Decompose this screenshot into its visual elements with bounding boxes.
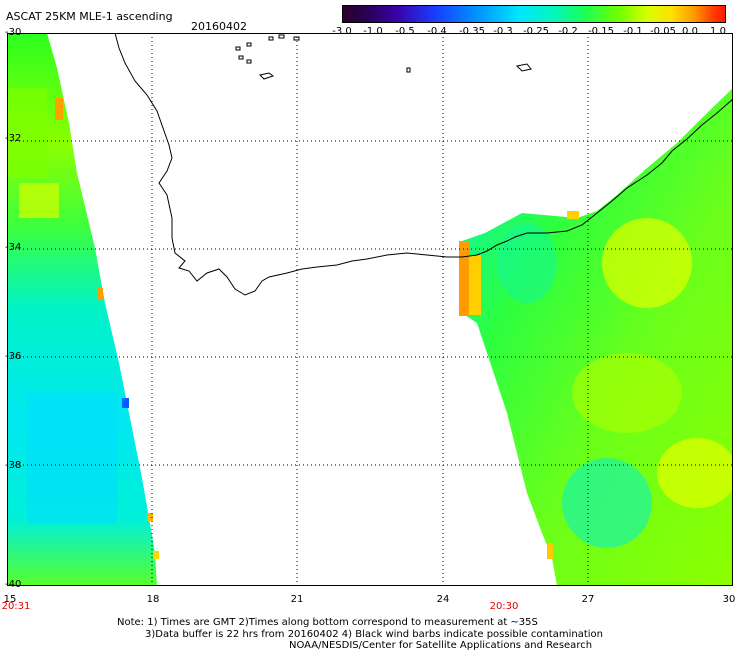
colorbar-tick: -0.2 bbox=[558, 26, 578, 37]
colorbar-tick: -0.1 bbox=[623, 26, 643, 37]
lon-label: 27 bbox=[581, 594, 595, 605]
lat-label: -38 bbox=[5, 460, 22, 471]
colorbar-tick: -0.25 bbox=[523, 26, 549, 37]
lat-label: -36 bbox=[5, 351, 22, 362]
map-title: ASCAT 25KM MLE-1 ascending bbox=[6, 10, 173, 23]
colorbar-tick: -3.0 bbox=[332, 26, 352, 37]
left-swath-patch bbox=[97, 288, 103, 300]
right-swath-patch bbox=[459, 241, 469, 316]
colorbar-tick: -1.0 bbox=[363, 26, 383, 37]
color-scale-bar bbox=[342, 5, 726, 23]
right-swath-patch bbox=[497, 223, 557, 303]
credit-line: NOAA/NESDIS/Center for Satellite Applica… bbox=[289, 640, 593, 651]
wind-map bbox=[7, 33, 733, 586]
lon-label: 21 bbox=[290, 594, 304, 605]
colorbar-tick: -0.05 bbox=[650, 26, 676, 37]
map-date: 20160402 bbox=[191, 20, 247, 33]
coastline bbox=[114, 33, 733, 296]
right-swath-patch bbox=[469, 255, 481, 315]
colorbar-tick: -0.35 bbox=[459, 26, 485, 37]
lat-label: -32 bbox=[5, 133, 22, 144]
right-swath-patch bbox=[567, 211, 579, 219]
lat-label: -40 bbox=[5, 579, 22, 590]
colorbar-tick: -0.3 bbox=[493, 26, 513, 37]
colorbar-tick: -0.4 bbox=[427, 26, 447, 37]
colorbar-tick: 0.0 bbox=[682, 26, 698, 37]
right-swath-patch bbox=[547, 543, 553, 559]
right-swath-patch bbox=[657, 438, 733, 508]
lon-label: 15 bbox=[3, 594, 17, 605]
lat-label: -34 bbox=[5, 242, 22, 253]
note-line-2: 3)Data buffer is 22 hrs from 20160402 4)… bbox=[145, 629, 603, 640]
colorbar-tick: -0.5 bbox=[395, 26, 415, 37]
islands bbox=[235, 34, 532, 80]
colorbar-tick: 1.0 bbox=[710, 26, 726, 37]
right-swath-patch bbox=[602, 218, 692, 308]
left-swath-patch bbox=[122, 398, 129, 408]
lon-label: 24 bbox=[436, 594, 450, 605]
pass-time-left: 20:31 bbox=[1, 601, 31, 612]
left-swath-patch bbox=[55, 98, 63, 120]
left-swath-patch bbox=[153, 551, 159, 559]
pass-time-right: 20:30 bbox=[489, 601, 519, 612]
lat-label: -30 bbox=[5, 27, 22, 38]
map-frame bbox=[7, 33, 733, 586]
lon-label: 18 bbox=[146, 594, 160, 605]
left-swath-patch bbox=[147, 513, 153, 521]
left-swath-patch bbox=[7, 88, 47, 178]
colorbar-tick: -0.15 bbox=[588, 26, 614, 37]
left-swath-patch bbox=[19, 183, 59, 218]
right-swath-patch bbox=[572, 353, 682, 433]
lon-label: 30 bbox=[722, 594, 736, 605]
graticule bbox=[7, 33, 733, 586]
right-swath-patch bbox=[562, 458, 652, 548]
left-swath-patch bbox=[27, 393, 117, 523]
note-line-1: Note: 1) Times are GMT 2)Times along bot… bbox=[117, 617, 538, 628]
